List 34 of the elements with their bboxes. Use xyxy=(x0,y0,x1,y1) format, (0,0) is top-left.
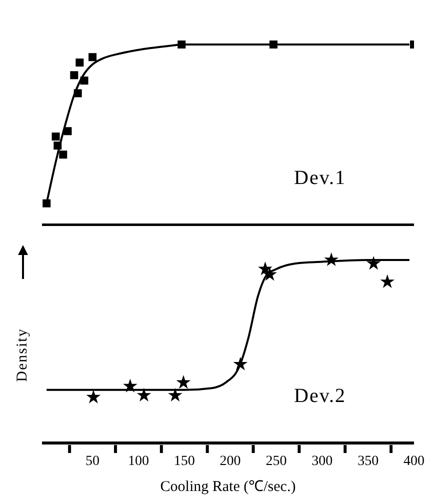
x-tick-label: 400 xyxy=(404,454,424,469)
x-tick-label: 50 xyxy=(86,454,100,469)
annotation: Dev.2 xyxy=(294,385,346,408)
x-axis-title: Cooling Rate (℃/sec.) xyxy=(160,479,296,495)
point xyxy=(54,142,62,150)
point xyxy=(64,127,72,136)
x-tick-label: 200 xyxy=(220,454,241,469)
point xyxy=(168,388,182,402)
x-tick-label: 250 xyxy=(266,454,287,469)
point xyxy=(380,274,395,288)
point xyxy=(76,58,84,67)
point xyxy=(74,89,82,98)
x-tick-label: 300 xyxy=(312,454,333,469)
x-tick-label: 350 xyxy=(358,454,379,469)
point xyxy=(366,256,381,270)
point xyxy=(88,53,97,62)
annotation: Dev.1 xyxy=(294,167,346,190)
y-axis-title: Density xyxy=(14,328,32,382)
point xyxy=(86,390,101,404)
point xyxy=(42,199,51,208)
point xyxy=(269,40,278,48)
point xyxy=(136,388,152,402)
x-tick-label: 100 xyxy=(128,454,149,469)
point xyxy=(59,150,68,159)
x-tick-label: 150 xyxy=(174,454,195,469)
point xyxy=(233,356,248,370)
point xyxy=(262,267,277,281)
point xyxy=(122,378,138,392)
point xyxy=(178,40,186,48)
point xyxy=(80,76,88,85)
point xyxy=(324,252,339,266)
point xyxy=(70,71,78,80)
point xyxy=(176,375,191,389)
point xyxy=(52,132,60,141)
